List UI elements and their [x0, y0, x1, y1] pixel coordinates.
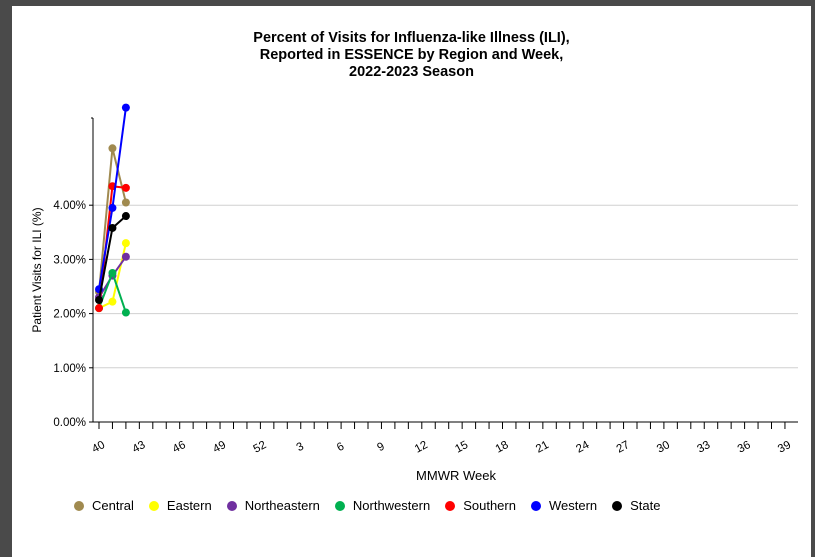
legend-marker — [226, 500, 237, 511]
legend-label: Northwestern — [352, 498, 431, 513]
y-tick-label: 3.00% — [53, 254, 86, 266]
legend-item-central[interactable]: Central — [74, 498, 134, 513]
data-point-western — [108, 203, 117, 212]
title-line-1: Percent of Visits for Influenza-like Ill… — [253, 30, 570, 46]
x-tick-label: 12 — [413, 439, 430, 456]
x-tick-label: 15 — [453, 439, 470, 456]
data-point-state — [95, 296, 103, 305]
x-tick-label: 3 — [295, 441, 306, 455]
title-line-2: Reported in ESSENCE by Region and Week, — [259, 47, 564, 63]
x-tick-label: 24 — [574, 439, 591, 456]
data-point-western — [121, 103, 130, 112]
legend-marker — [612, 500, 623, 511]
legend-label: Northeastern — [244, 498, 320, 513]
title-line-3: 2022-2023 Season — [349, 64, 474, 80]
x-tick-label: 39 — [776, 439, 793, 456]
y-tick-label: 4.00% — [53, 200, 86, 212]
legend-item-southern[interactable]: Southern — [445, 498, 516, 513]
x-tick-label: 27 — [615, 439, 632, 456]
y-axis-title: Patient Visits for ILI (%) — [30, 207, 44, 332]
data-point-eastern — [121, 239, 130, 248]
data-point-northwestern — [121, 308, 130, 317]
data-point-eastern — [108, 297, 117, 306]
legend-item-state[interactable]: State — [612, 498, 661, 513]
x-tick-label: 36 — [736, 439, 753, 456]
legend-item-western[interactable]: Western — [530, 498, 598, 513]
data-point-state — [108, 223, 117, 232]
legend-marker — [334, 500, 345, 511]
data-point-northwestern — [108, 268, 117, 277]
x-tick-label: 18 — [494, 439, 511, 456]
x-tick-label: 30 — [655, 439, 672, 456]
y-tick-label: 1.00% — [53, 363, 86, 375]
x-tick-label: 40 — [90, 439, 107, 456]
x-tick-label: 9 — [375, 441, 386, 455]
x-tick-label: 52 — [252, 439, 269, 456]
legend-marker — [148, 500, 159, 511]
data-point-state — [121, 212, 130, 221]
x-tick-label: 21 — [534, 439, 551, 456]
legend-marker — [74, 500, 84, 511]
legend-item-northeastern[interactable]: Northeastern — [226, 498, 320, 513]
x-tick-label: 46 — [171, 439, 188, 456]
legend-label: Eastern — [166, 498, 212, 513]
chart-title: Percent of Visits for Influenza-like Ill… — [12, 30, 811, 81]
x-tick-label: 49 — [211, 439, 228, 456]
y-tick-label: 2.00% — [53, 309, 86, 321]
data-point-northeastern — [121, 252, 130, 261]
legend-marker — [445, 500, 456, 511]
legend-label: Central — [92, 498, 134, 513]
chart-legend: Central Eastern Northeastern Northwestern So… — [74, 498, 676, 513]
legend-marker — [530, 500, 541, 511]
legend-label: State — [630, 498, 661, 513]
data-point-southern — [121, 183, 130, 192]
legend-label: Southern — [463, 498, 516, 513]
data-point-central — [108, 144, 117, 153]
legend-item-northwestern[interactable]: Northwestern — [334, 498, 431, 513]
y-tick-label: 0.00% — [53, 417, 86, 429]
x-tick-label: 6 — [335, 441, 346, 455]
legend-item-eastern[interactable]: Eastern — [148, 498, 212, 513]
legend-label: Western — [548, 498, 598, 513]
data-point-southern — [95, 304, 103, 313]
x-tick-label: 43 — [130, 439, 147, 456]
x-tick-label: 33 — [695, 439, 712, 456]
x-axis-title: MMWR Week — [416, 468, 496, 483]
data-point-central — [121, 198, 130, 207]
